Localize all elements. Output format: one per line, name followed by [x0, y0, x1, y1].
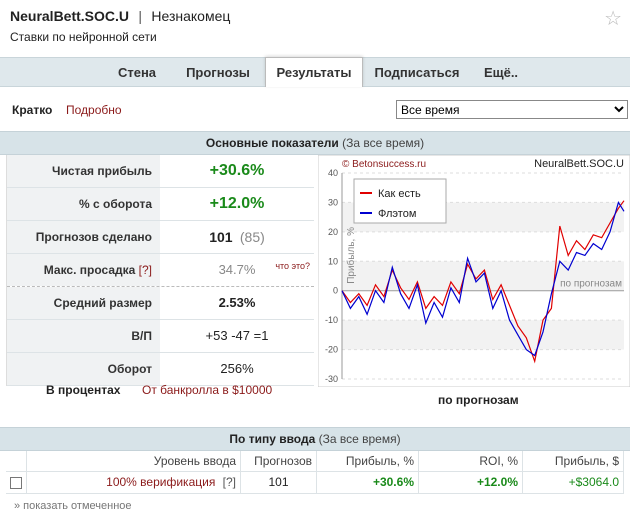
star-icon[interactable]: ☆: [604, 8, 622, 30]
type-table: Уровень ввода Прогнозов Прибыль, % ROI, …: [6, 451, 624, 494]
show-selected-link[interactable]: » показать отмеченное: [14, 499, 132, 512]
stat-row-turnover-pct: % с оборота +12.0%: [7, 188, 314, 221]
tab-results[interactable]: Результаты: [265, 57, 363, 87]
turnover-value: 256%: [220, 361, 254, 376]
username[interactable]: Незнакомец: [151, 8, 231, 24]
roi-cell: +12.0%: [476, 475, 518, 489]
stat-row-turnover: Оборот 256%: [7, 353, 314, 386]
mode-detail[interactable]: Подробно: [66, 103, 122, 117]
profit-usd-cell: +$3064.0: [568, 475, 619, 489]
y-tick-label: 10: [328, 256, 338, 266]
mode-brief[interactable]: Кратко: [12, 103, 53, 117]
level-link[interactable]: 100% верификация: [106, 475, 216, 489]
wl-value: +53 -47 =1: [205, 328, 269, 343]
main-stats-area: Чистая прибыль +30.6% % с оборота +12.0%…: [0, 155, 630, 407]
stats-table: Чистая прибыль +30.6% % с оборота +12.0%…: [6, 155, 314, 386]
tab-wall[interactable]: Стена: [117, 65, 157, 80]
y-tick-label: -30: [325, 374, 338, 384]
chart-legend: [353, 178, 447, 224]
count-cell: 101: [240, 471, 317, 494]
net-profit-value: +30.6%: [209, 162, 265, 179]
bankroll-link[interactable]: От банкролла в $10000: [142, 383, 273, 397]
avg-size-value: 2.53%: [218, 295, 256, 310]
level-help-link[interactable]: [?]: [222, 475, 236, 489]
col-count: Прогнозов: [240, 451, 317, 472]
table-row: 100% верификация [?] 101 +30.6% +12.0% +…: [6, 471, 624, 494]
col-profit-pct: Прибыль, %: [316, 451, 419, 472]
y-tick-label: -10: [325, 315, 338, 325]
stat-label: Прогнозов сделано: [7, 221, 160, 253]
stat-row-net-profit: Чистая прибыль +30.6%: [7, 155, 314, 188]
profit-pct-cell: +30.6%: [372, 475, 414, 489]
col-level: Уровень ввода: [26, 451, 241, 472]
stat-label: % с оборота: [7, 188, 160, 220]
tab-more[interactable]: Ещё..: [483, 65, 519, 80]
forecaster-name[interactable]: NeuralBett.SOC.U: [10, 8, 130, 24]
stat-label: В/П: [7, 320, 160, 352]
what-is-this-link[interactable]: что это?: [275, 261, 310, 271]
col-roi: ROI, %: [418, 451, 523, 472]
main-panel-period: (За все время): [342, 136, 425, 150]
stat-label: Макс. просадка: [43, 263, 136, 277]
profit-chart: -30 -20 -10 0 10 20 30 40 Прибыль, % по прогнозам…: [318, 155, 630, 387]
x-axis-inner-label: по прогнозам: [560, 279, 622, 290]
chart-watermark: © Betonsuccess.ru: [342, 159, 426, 170]
main-panel-header: Основные показатели (За все время): [0, 131, 630, 155]
stat-row-wl: В/П +53 -47 =1: [7, 320, 314, 353]
chart-band: [342, 320, 624, 350]
row-checkbox[interactable]: [10, 476, 22, 489]
type-panel: По типу ввода (За все время) Уровень вво…: [0, 427, 630, 512]
y-tick-label: 0: [333, 286, 338, 296]
legend-label-1: Как есть: [378, 188, 421, 200]
stat-label: Средний размер: [7, 287, 160, 319]
made-value: 101: [209, 229, 233, 245]
type-panel-period: (За все время): [318, 432, 401, 446]
stat-label: Оборот: [7, 353, 160, 385]
type-panel-header: По типу ввода (За все время): [0, 427, 630, 451]
main-panel-title: Основные показатели: [205, 136, 339, 150]
table-header-row: Уровень ввода Прогнозов Прибыль, % ROI, …: [6, 451, 624, 472]
col-profit-usd: Прибыль, $: [522, 451, 624, 472]
header-separator: |: [138, 8, 143, 24]
turnover-pct-value: +12.0%: [209, 195, 265, 212]
drawdown-value: 34.7%: [218, 262, 256, 277]
y-tick-label: -20: [325, 345, 338, 355]
tab-forecasts[interactable]: Прогнозы: [186, 65, 250, 80]
stat-row-made: Прогнозов сделано 101 (85): [7, 221, 314, 254]
drawdown-help-link[interactable]: [?]: [138, 263, 152, 277]
period-select[interactable]: Все время: [396, 100, 628, 119]
tab-subscribe[interactable]: Подписаться: [374, 65, 460, 80]
series-line-2: [341, 200, 625, 357]
header-subtitle: Ставки по нейронной сети: [10, 30, 157, 44]
made-extra: (85): [239, 229, 265, 245]
in-percent-label[interactable]: В процентах: [46, 383, 121, 397]
y-tick-label: 40: [328, 168, 338, 178]
mode-bar: Кратко Подробно Все время: [0, 87, 630, 131]
chart-x-caption: по прогнозам: [438, 393, 519, 407]
type-panel-title: По типу ввода: [229, 432, 316, 446]
stat-label: Чистая прибыль: [7, 155, 160, 187]
legend-label-2: Флэтом: [378, 208, 416, 220]
stat-row-avg-size: Средний размер 2.53%: [7, 287, 314, 320]
y-tick-label: 30: [328, 197, 338, 207]
main-nav: Стена Прогнозы Результаты Подписаться Ещ…: [0, 57, 630, 87]
stat-row-drawdown: Макс. просадка [?] 34.7% что это?: [7, 254, 314, 287]
header: NeuralBett.SOC.U | Незнакомец Ставки по …: [0, 0, 630, 57]
chart-band: [342, 261, 624, 291]
y-tick-label: 20: [328, 227, 338, 237]
y-axis-label: Прибыль, %: [345, 227, 357, 284]
chart-title: NeuralBett.SOC.U: [534, 158, 624, 170]
